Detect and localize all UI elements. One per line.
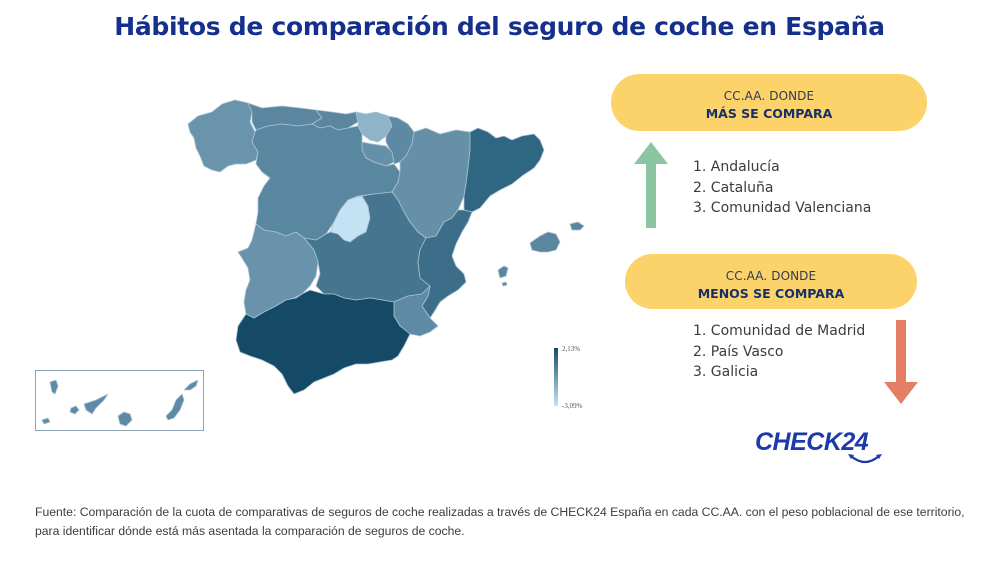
most-header-line2: MÁS SE COMPARA <box>705 106 833 121</box>
list-item: 1. Comunidad de Madrid <box>693 323 866 339</box>
list-item: 3. Comunidad Valenciana <box>693 200 872 216</box>
region-mallorca[interactable] <box>529 231 561 253</box>
most-compared-list: 1. Andalucía 2. Cataluña 3. Comunidad Va… <box>693 157 871 219</box>
region-pais-vasco[interactable] <box>355 111 393 143</box>
page-title: Hábitos de comparación del seguro de coc… <box>114 12 885 41</box>
region-andalucia[interactable] <box>235 289 411 395</box>
most-compared-header: CC.AA. DONDE MÁS SE COMPARA <box>611 74 927 131</box>
arrow-down-icon <box>884 320 918 404</box>
most-header-line1: CC.AA. DONDE <box>723 89 815 103</box>
least-compared-header: CC.AA. DONDE MENOS SE COMPARA <box>625 254 917 309</box>
legend-gradient-bar <box>554 348 558 406</box>
least-header-line2: MENOS SE COMPARA <box>697 286 845 301</box>
list-item: 2. País Vasco <box>693 343 784 360</box>
arrow-up-icon <box>634 142 668 228</box>
list-item: 2. Cataluña <box>693 179 774 196</box>
logo-smile-icon <box>848 454 882 464</box>
list-item: 3. Galicia <box>693 364 759 380</box>
region-canarias[interactable] <box>41 379 199 427</box>
region-formentera[interactable] <box>501 281 508 287</box>
region-cataluna[interactable] <box>463 127 545 213</box>
region-galicia[interactable] <box>187 99 259 173</box>
least-header-line1: CC.AA. DONDE <box>725 269 817 283</box>
canarias-inset-frame <box>35 370 204 431</box>
legend-min-label: -3,09% <box>562 402 583 410</box>
region-menorca[interactable] <box>569 221 585 231</box>
legend-max-label: 2,13% <box>562 345 581 353</box>
region-ibiza[interactable] <box>497 265 509 279</box>
region-comunidad-valenciana[interactable] <box>417 209 473 319</box>
least-compared-list: 1. Comunidad de Madrid 2. País Vasco 3. … <box>693 321 865 383</box>
source-note: Fuente: Comparación de la cuota de compa… <box>35 505 965 538</box>
list-item: 1. Andalucía <box>693 159 780 175</box>
check24-logo: CHECK24 <box>755 428 869 456</box>
